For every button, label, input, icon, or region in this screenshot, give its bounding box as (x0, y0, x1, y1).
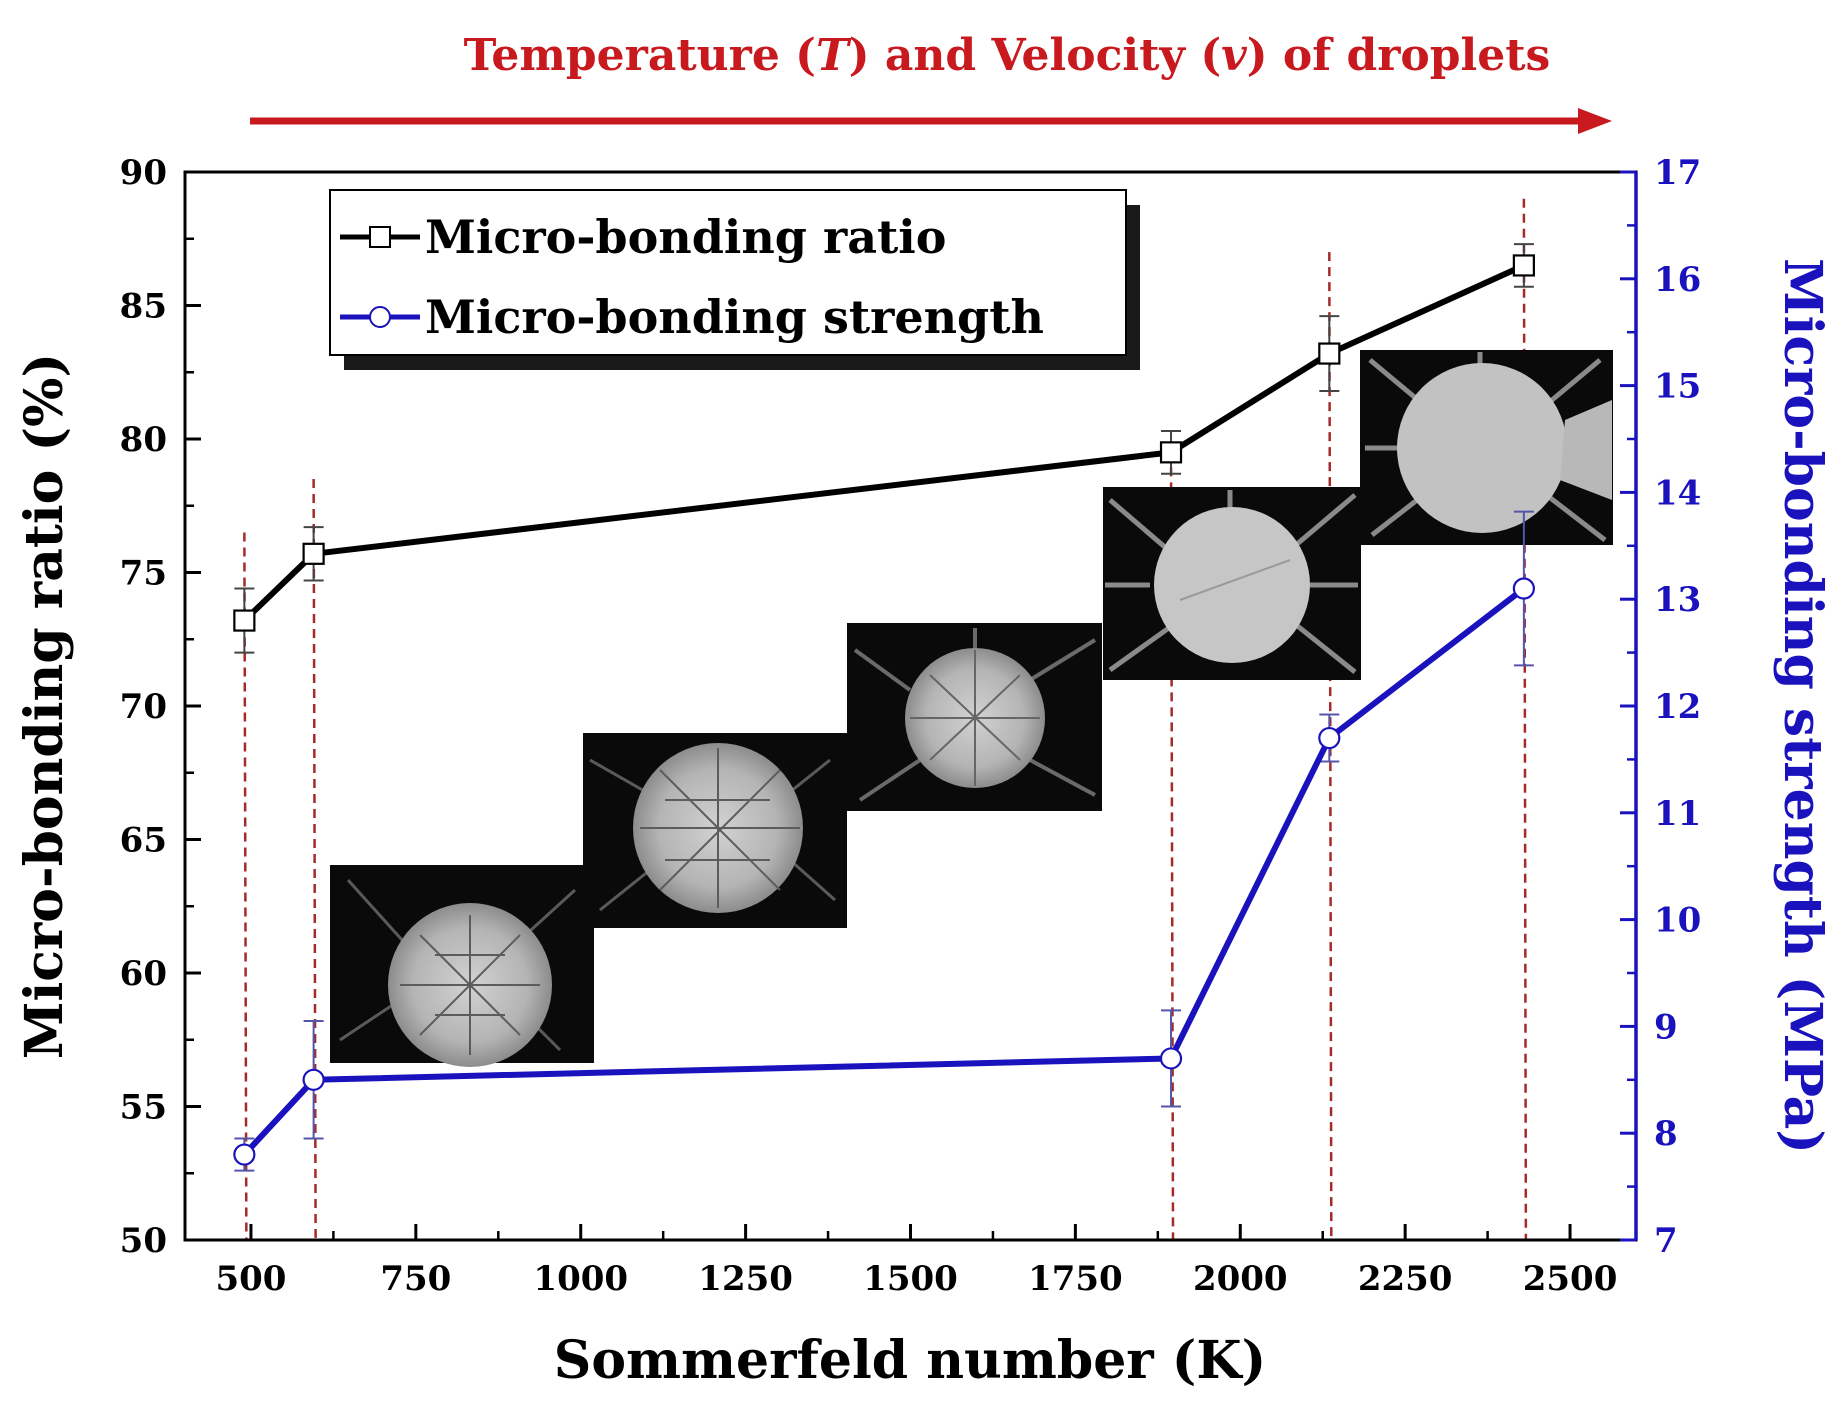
y-right-tick-label: 14 (1654, 473, 1701, 513)
y-left-tick-label: 90 (120, 153, 167, 193)
legend-marker-circle (369, 306, 391, 328)
y-left-tick-label: 75 (120, 554, 167, 594)
y-left-tick-label: 55 (120, 1088, 167, 1128)
y-right-tick-label: 12 (1654, 687, 1701, 727)
micrograph-inset-4 (1103, 487, 1361, 680)
data-point-ratio (1159, 441, 1183, 464)
x-tick-label: 1750 (1028, 1259, 1123, 1299)
y-left-tick-label: 65 (120, 821, 167, 861)
y-right-tick-label: 13 (1654, 580, 1701, 620)
micrograph-insets (330, 350, 1613, 1067)
banner-suffix: ) of droplets (1247, 30, 1551, 81)
banner-v-symbol: v (1221, 30, 1247, 81)
x-tick-label: 1250 (698, 1259, 793, 1299)
y-right-tick-label: 17 (1654, 153, 1701, 193)
banner-text: Temperature (T) and Velocity (v) of drop… (464, 30, 1551, 81)
x-axis-title: Sommerfeld number (K) (554, 1330, 1266, 1391)
y-left-tick-label: 50 (120, 1221, 167, 1261)
x-tick-label: 2500 (1523, 1259, 1618, 1299)
y-left-tick-label: 80 (120, 420, 167, 460)
banner-t-symbol: T (816, 30, 852, 81)
y-left-tick-label: 60 (120, 954, 167, 994)
y-right-tick-label: 11 (1654, 794, 1701, 834)
legend: Micro-bonding ratio Micro-bonding streng… (329, 189, 1140, 370)
y-right-tick-label: 8 (1654, 1114, 1678, 1154)
y-axis-right: 7 8 9 10 11 12 13 14 15 16 17 (1620, 153, 1701, 1261)
banner-middle: ) and Velocity ( (849, 30, 1221, 81)
data-point-ratio (302, 542, 325, 565)
y-right-tick-label: 15 (1654, 367, 1701, 407)
micrograph-inset-5 (1360, 350, 1613, 545)
x-axis: 500 750 1000 1250 1500 1750 2000 2250 2500 (215, 1224, 1617, 1299)
reference-line (312, 479, 317, 1241)
x-tick-label: 500 (215, 1259, 286, 1299)
x-tick-label: 750 (380, 1259, 451, 1299)
y-left-tick-label: 85 (120, 287, 167, 327)
legend-item-ratio: Micro-bonding ratio (340, 210, 946, 264)
y-right-tick-label: 9 (1654, 1007, 1678, 1047)
data-point-ratio (1318, 342, 1341, 365)
y-left-tick-label: 70 (120, 687, 167, 727)
data-point-strength (302, 1068, 325, 1091)
data-markers (233, 254, 1535, 1166)
y-axis-left-title: Micro-bonding ratio (%) (14, 353, 75, 1059)
y-right-tick-label: 10 (1654, 901, 1701, 941)
legend-item-strength: Micro-bonding strength (340, 290, 1044, 344)
data-point-strength (233, 1143, 256, 1166)
micrograph-inset-3 (847, 623, 1102, 811)
micrograph-inset-1 (330, 865, 594, 1067)
y-right-tick-label: 7 (1654, 1221, 1678, 1261)
data-point-strength (1159, 1047, 1183, 1070)
y-axis-right-title: Micro-bonding strength (MPa) (1772, 258, 1833, 1154)
banner-prefix: Temperature ( (464, 30, 816, 81)
micrograph-inset-2 (583, 733, 847, 928)
x-tick-label: 2000 (1193, 1259, 1288, 1299)
top-banner: Temperature (T) and Velocity (v) of drop… (250, 30, 1612, 134)
data-point-strength (1318, 726, 1341, 750)
data-point-strength (1512, 577, 1535, 600)
legend-label-ratio: Micro-bonding ratio (425, 210, 946, 264)
legend-label-strength: Micro-bonding strength (425, 290, 1044, 344)
x-tick-label: 1500 (863, 1259, 958, 1299)
data-point-ratio (233, 609, 256, 632)
x-tick-label: 2250 (1358, 1259, 1453, 1299)
y-right-tick-label: 16 (1654, 260, 1701, 300)
data-point-ratio (1512, 254, 1535, 277)
reference-line (243, 532, 248, 1241)
x-tick-label: 1000 (533, 1259, 628, 1299)
legend-marker-square (369, 226, 391, 248)
banner-arrow-head (1578, 108, 1612, 134)
legend-box (329, 189, 1127, 356)
reference-line (1169, 452, 1175, 1241)
y-axis-left: 50 55 60 65 70 75 80 85 90 (120, 153, 201, 1261)
